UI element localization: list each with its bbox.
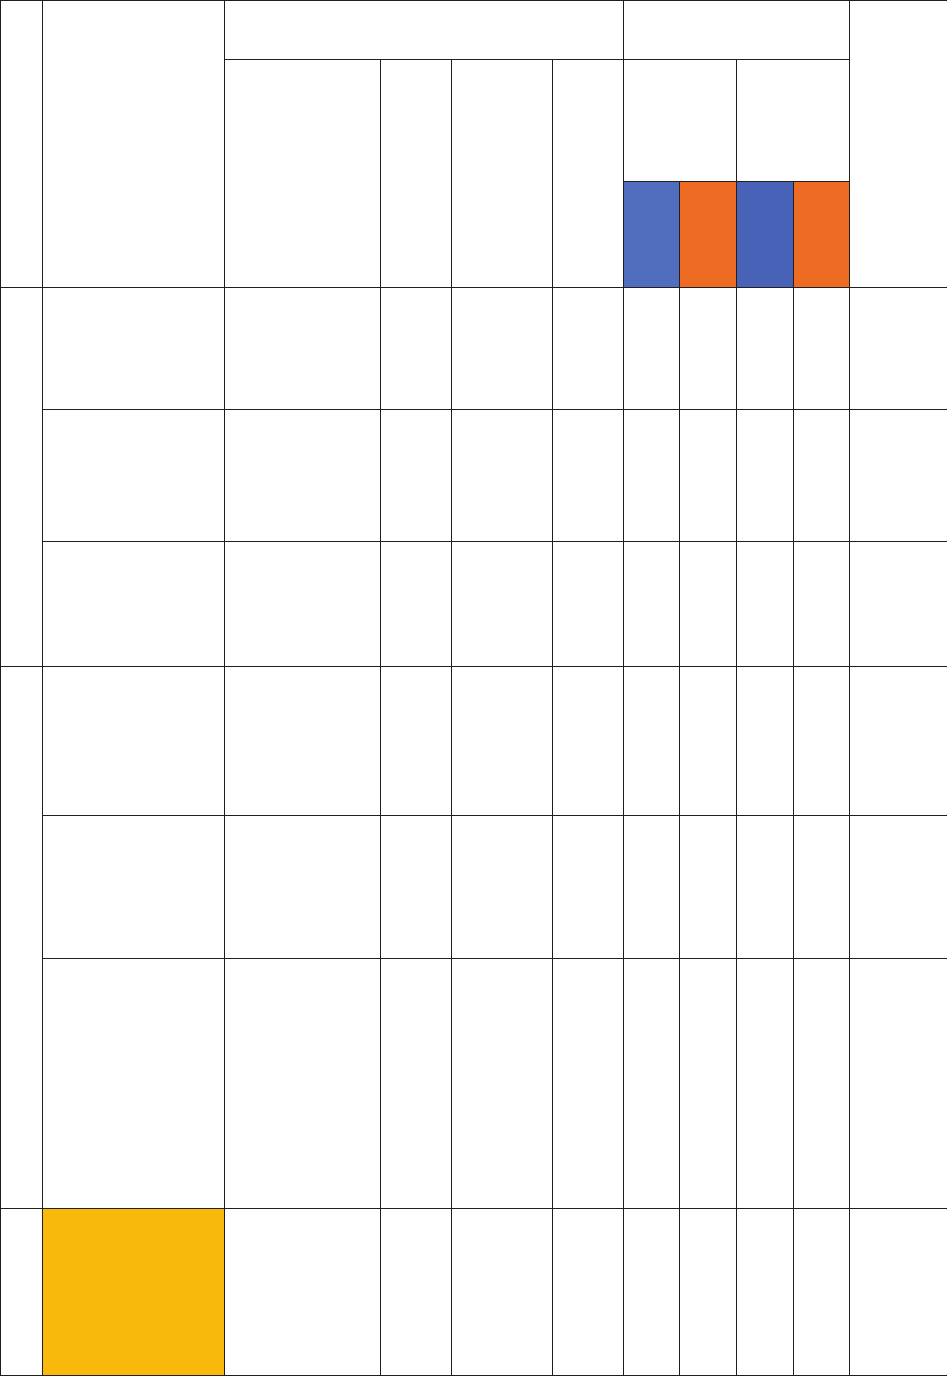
table-cell bbox=[451, 541, 553, 667]
table-cell bbox=[552, 815, 624, 959]
table-cell bbox=[224, 409, 381, 542]
table-cell bbox=[380, 958, 452, 1209]
table-cell bbox=[849, 409, 947, 542]
table-cell bbox=[451, 287, 553, 410]
table-cell bbox=[623, 666, 680, 816]
table-cell bbox=[224, 1208, 381, 1376]
group-cell-1 bbox=[0, 287, 43, 667]
table-cell bbox=[42, 958, 225, 1209]
header-color-cell-blue-2 bbox=[736, 181, 794, 288]
header-color-cell-orange-1 bbox=[679, 181, 737, 288]
header-subcell-1 bbox=[224, 59, 381, 288]
table-cell bbox=[380, 666, 452, 816]
table-cell bbox=[42, 815, 225, 959]
header-group-cell-2 bbox=[623, 0, 850, 60]
group-cell-2 bbox=[0, 666, 43, 1209]
header-subcell-4 bbox=[552, 59, 624, 288]
table-cell bbox=[42, 287, 225, 410]
table-cell bbox=[451, 666, 553, 816]
table-cell bbox=[623, 815, 680, 959]
group-cell-3 bbox=[0, 1208, 43, 1376]
table-cell bbox=[451, 409, 553, 542]
table-cell bbox=[42, 409, 225, 542]
table-cell bbox=[849, 1208, 947, 1376]
table-cell bbox=[623, 409, 680, 542]
table-cell bbox=[679, 666, 737, 816]
table-cell bbox=[736, 541, 794, 667]
table-cell bbox=[380, 1208, 452, 1376]
header-subgroup-cell-1 bbox=[623, 59, 737, 182]
table-cell bbox=[552, 541, 624, 667]
table-cell bbox=[849, 287, 947, 410]
table-cell bbox=[380, 815, 452, 959]
table-cell bbox=[793, 1208, 850, 1376]
table-cell bbox=[793, 666, 850, 816]
table-cell bbox=[451, 958, 553, 1209]
table-cell bbox=[380, 409, 452, 542]
table-cell bbox=[224, 958, 381, 1209]
header-cell-index bbox=[0, 0, 43, 288]
table-cell bbox=[623, 958, 680, 1209]
table-cell bbox=[679, 815, 737, 959]
table-cell bbox=[679, 287, 737, 410]
table-cell bbox=[736, 409, 794, 542]
table-cell bbox=[793, 409, 850, 542]
table-cell bbox=[552, 958, 624, 1209]
table-cell bbox=[380, 287, 452, 410]
table-cell bbox=[849, 666, 947, 816]
table-cell bbox=[736, 287, 794, 410]
table-cell bbox=[849, 815, 947, 959]
table-cell bbox=[623, 287, 680, 410]
table-cell bbox=[679, 541, 737, 667]
table-cell bbox=[451, 815, 553, 959]
table-cell bbox=[42, 666, 225, 816]
table-cell bbox=[224, 287, 381, 410]
table-cell bbox=[736, 815, 794, 959]
highlighted-cell bbox=[42, 1208, 225, 1376]
table-cell bbox=[849, 958, 947, 1209]
table-cell bbox=[679, 958, 737, 1209]
table-cell bbox=[380, 541, 452, 667]
table-cell bbox=[679, 409, 737, 542]
table-cell bbox=[623, 1208, 680, 1376]
header-group-cell-1 bbox=[224, 0, 624, 60]
table-cell bbox=[552, 1208, 624, 1376]
header-cell-item bbox=[42, 0, 225, 288]
header-subcell-3 bbox=[451, 59, 553, 288]
table-cell bbox=[793, 958, 850, 1209]
header-color-cell-orange-2 bbox=[793, 181, 850, 288]
header-subcell-2 bbox=[380, 59, 452, 288]
table-cell bbox=[849, 541, 947, 667]
table-cell bbox=[736, 958, 794, 1209]
table-cell bbox=[623, 541, 680, 667]
table-cell bbox=[793, 541, 850, 667]
table-cell bbox=[552, 409, 624, 542]
header-color-cell-blue-1 bbox=[623, 181, 680, 288]
header-subgroup-cell-2 bbox=[736, 59, 850, 182]
table-cell bbox=[224, 666, 381, 816]
table-cell bbox=[451, 1208, 553, 1376]
table-cell bbox=[552, 666, 624, 816]
header-cell-last bbox=[849, 0, 947, 288]
table-cell bbox=[793, 815, 850, 959]
table-cell bbox=[552, 287, 624, 410]
table-cell bbox=[793, 287, 850, 410]
table-cell bbox=[736, 1208, 794, 1376]
table-cell bbox=[224, 541, 381, 667]
table-cell bbox=[679, 1208, 737, 1376]
table-cell bbox=[224, 815, 381, 959]
table-cell bbox=[42, 541, 225, 667]
table-cell bbox=[736, 666, 794, 816]
